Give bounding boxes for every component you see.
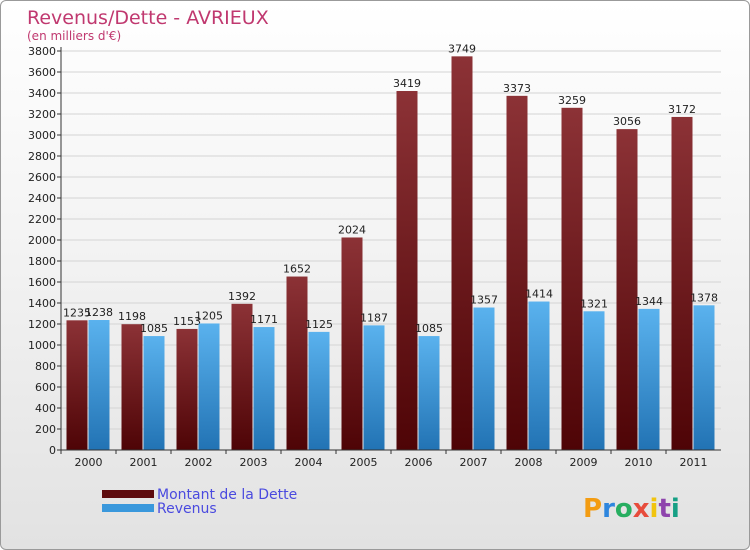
y-tick-label: 1400 [28,297,56,310]
debt-value-label: 2024 [338,223,366,236]
revenue-bar [473,307,495,450]
y-tick-label: 2200 [28,213,56,226]
revenue-bar [143,336,165,450]
debt-value-label: 1235 [63,306,91,319]
revenue-value-label: 1085 [140,322,168,335]
y-tick-label: 3000 [28,129,56,142]
debt-value-label: 1652 [283,263,311,276]
y-tick-label: 2000 [28,234,56,247]
legend-label-debt: Montant de la Dette [157,487,297,503]
x-tick-label: 2004 [295,456,323,469]
debt-bar [231,303,253,450]
revenue-value-label: 1171 [250,313,278,326]
debt-value-label: 1198 [118,310,146,323]
debt-value-label: 3172 [668,103,696,116]
debt-bar [396,91,418,450]
revenue-bar [638,308,660,450]
revenue-value-label: 1321 [580,297,608,310]
revenue-bar [528,301,550,450]
debt-value-label: 1392 [228,290,256,303]
proxiti-logo: Proxiti [583,494,680,524]
revenue-bar [88,320,110,450]
revenue-bar [418,336,440,450]
y-tick-label: 3600 [28,66,56,79]
debt-value-label: 3056 [613,115,641,128]
y-tick-label: 3800 [28,45,56,58]
x-tick-label: 2000 [75,456,103,469]
chart-title: Revenus/Dette - AVRIEUX [27,7,269,29]
debt-value-label: 1153 [173,315,201,328]
y-tick-label: 3200 [28,108,56,121]
x-tick-label: 2009 [570,456,598,469]
x-tick-label: 2002 [185,456,213,469]
revenue-bar [308,331,330,450]
x-tick-label: 2008 [515,456,543,469]
debt-bar [176,328,198,450]
x-tick-label: 2011 [680,456,708,469]
debt-bar [341,237,363,450]
debt-value-label: 3259 [558,94,586,107]
axes [60,47,721,451]
y-tick-label: 2800 [28,150,56,163]
y-tick-label: 2600 [28,171,56,184]
revenue-value-label: 1125 [305,318,333,331]
revenue-value-label: 1085 [415,322,443,335]
y-tick-label: 1200 [28,318,56,331]
revenue-value-label: 1414 [525,288,553,301]
x-tick-label: 2010 [625,456,653,469]
x-tick-label: 2003 [240,456,268,469]
legend-label-revenue: Revenus [157,501,217,517]
debt-value-label: 3419 [393,77,421,90]
revenue-value-label: 1344 [635,295,663,308]
revenue-value-label: 1238 [85,306,113,319]
y-tick-label: 200 [35,423,56,436]
debt-bar [66,320,88,450]
y-tick-label: 2400 [28,192,56,205]
y-tick-label: 600 [35,381,56,394]
grid-lines [61,50,721,451]
revenue-bar [198,323,220,450]
y-tick-label: 1800 [28,255,56,268]
revenue-bar [583,311,605,450]
x-tick-label: 2005 [350,456,378,469]
y-tick-label: 800 [35,360,56,373]
debt-bar [671,116,693,450]
y-tick-label: 1000 [28,339,56,352]
debt-bar [286,276,308,450]
y-tick-label: 400 [35,402,56,415]
debt-bar [561,107,583,451]
legend-swatch-debt [102,490,154,498]
revenue-bar [363,325,385,450]
revenue-bar [693,305,715,450]
svg-text:Proxiti: Proxiti [583,494,680,524]
revenue-bar [253,327,275,450]
debt-value-label: 3749 [448,42,476,55]
x-axis-ticks: 2000 2001 2002 2003 2004 2005 2006 2007 2008 2009… [60,450,708,469]
debt-bar [121,324,143,450]
chart-subtitle: (en milliers d'€) [27,29,121,43]
revenue-value-label: 1205 [195,309,223,322]
revenue-value-label: 1378 [690,291,718,304]
x-tick-label: 2007 [460,456,488,469]
revenue-value-label: 1187 [360,311,388,324]
y-tick-label: 3400 [28,87,56,100]
debt-bar [451,56,473,450]
debt-bar [506,95,528,451]
x-tick-label: 2001 [130,456,158,469]
y-axis-ticks: 0 200 400 600 800 1000 1200 1400 1600 1800 2000 220… [28,45,61,457]
debt-value-label: 3373 [503,82,531,95]
x-tick-label: 2006 [405,456,433,469]
debt-bar [616,129,638,450]
legend-swatch-revenue [102,504,154,512]
y-tick-label: 0 [49,444,56,457]
revenue-value-label: 1357 [470,294,498,307]
y-tick-label: 1600 [28,276,56,289]
